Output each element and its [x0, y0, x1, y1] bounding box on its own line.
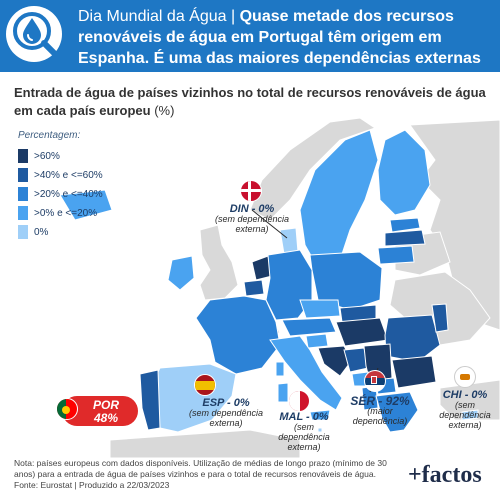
- legend-swatch: [18, 149, 28, 163]
- callout-por-value: 48%: [93, 411, 119, 425]
- country-sardinia: [277, 382, 289, 403]
- callout-ser-note: (maior: [367, 406, 393, 416]
- country-uk: [199, 224, 239, 301]
- callout-mal-name: MAL - 0%: [279, 411, 329, 423]
- country-poland: [309, 251, 383, 311]
- water-search-logo: [6, 6, 62, 62]
- country-slovenia: [305, 333, 329, 349]
- din-pointer-line: [251, 209, 288, 239]
- callout-mal-note: (sem: [294, 422, 314, 432]
- callout-mal-note: externa): [287, 442, 321, 452]
- country-iceland: [59, 189, 113, 221]
- callout-din-note: externa): [235, 224, 269, 234]
- callout-esp-note: (sem dependência: [188, 408, 264, 418]
- headline-text: Quase metade dos recursos renováveis de …: [78, 8, 481, 88]
- header-banner: Dia Mundial da Água | Quase metade dos r…: [0, 0, 500, 88]
- cyprus-flag-icon: [454, 366, 476, 388]
- country-czechia: [299, 299, 341, 319]
- country-greece: [375, 391, 419, 433]
- callout-chi-note: (sem: [455, 400, 475, 410]
- callout-ser: SÉR - 92% (maior dependência): [338, 394, 422, 426]
- callout-chi-note: externa): [448, 420, 482, 430]
- callout-ser-name: SÉR - 92%: [350, 394, 410, 408]
- legend-swatch: [18, 206, 28, 220]
- legend-item: >40% e <=60%: [18, 167, 103, 183]
- country-belgium: [243, 279, 265, 297]
- country-estonia: [389, 217, 421, 233]
- callout-chi-note: dependência: [439, 410, 491, 420]
- brand-logo: +factos: [408, 462, 482, 488]
- country-portugal: [139, 369, 161, 431]
- denmark-flag-icon: [240, 180, 262, 202]
- legend-label: 0%: [34, 226, 49, 238]
- portugal-flag-icon: [56, 398, 78, 420]
- callout-din-note: (sem dependência: [214, 214, 290, 224]
- country-turkey: [439, 379, 500, 421]
- legend-item: 0%: [18, 224, 48, 240]
- country-moldova: [431, 303, 449, 333]
- country-croatia: [317, 345, 353, 377]
- country-france: [195, 295, 281, 375]
- country-cyprus: [461, 409, 479, 421]
- callout-ser-note: dependência): [352, 416, 408, 426]
- country-malta: [317, 427, 323, 433]
- headline: Dia Mundial da Água | Quase metade dos r…: [78, 6, 496, 90]
- legend-swatch: [18, 225, 28, 239]
- country-sicily: [309, 409, 331, 421]
- footnote: Nota: países europeus com dados disponív…: [14, 458, 387, 490]
- legend-swatch: [18, 187, 28, 201]
- subtitle-text: Entrada de água de países vizinhos no to…: [14, 85, 486, 118]
- callout-por-name: POR: [92, 398, 119, 412]
- europe-map: [59, 118, 500, 458]
- callout-chi-name: CHI - 0%: [442, 389, 488, 401]
- serbia-flag-icon: [364, 370, 386, 392]
- country-bulgaria: [391, 355, 437, 389]
- subtitle-unit: (%): [154, 103, 175, 118]
- legend-label: >0% e <=20%: [34, 207, 98, 219]
- callout-chi: CHI - 0% (sem dependência externa): [430, 389, 500, 431]
- malta-flag-icon: [288, 390, 310, 412]
- country-italy: [269, 335, 343, 411]
- country-corsica: [275, 361, 285, 377]
- legend-item: >60%: [18, 148, 60, 164]
- country-ireland: [167, 255, 195, 291]
- country-latvia: [384, 229, 426, 247]
- country-hungary: [335, 317, 389, 347]
- callout-esp-note: externa): [209, 418, 243, 428]
- legend-swatch: [18, 168, 28, 182]
- headline-tag: Dia Mundial da Água |: [78, 8, 236, 25]
- spain-flag-icon: [194, 374, 216, 396]
- callout-mal-note: dependência: [278, 432, 330, 442]
- country-north-africa: [109, 429, 301, 458]
- callout-din-name: DIN - 0%: [229, 203, 275, 215]
- country-romania: [384, 314, 441, 363]
- country-norway: [249, 118, 377, 221]
- country-austria: [281, 317, 337, 337]
- legend-item: >20% e <=40%: [18, 186, 103, 202]
- callout-din: DIN - 0% (sem dependência externa): [200, 203, 304, 235]
- chart-subtitle: Entrada de água de países vizinhos no to…: [14, 84, 494, 120]
- legend-item: >0% e <=20%: [18, 205, 97, 221]
- country-finland: [377, 129, 431, 216]
- legend-label: >60%: [34, 150, 60, 162]
- legend-label: >20% e <=40%: [34, 188, 103, 200]
- legend-title: Percentagem:: [18, 130, 81, 141]
- legend-label: >40% e <=60%: [34, 169, 103, 181]
- callout-esp: ESP - 0% (sem dependência externa): [174, 397, 278, 429]
- callout-esp-name: ESP - 0%: [202, 397, 250, 409]
- country-lithuania: [377, 245, 415, 265]
- water-drop-magnifier-icon: [13, 12, 58, 57]
- callout-mal: MAL - 0% (sem dependência externa): [270, 411, 338, 453]
